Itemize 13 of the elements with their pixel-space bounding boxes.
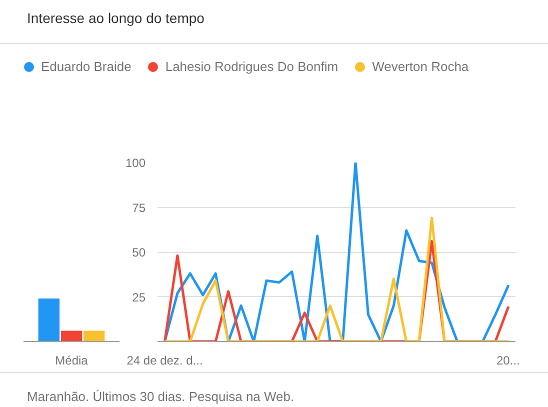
x-tick-label: 24 de dez. d...	[126, 354, 203, 368]
y-tick-label: 25	[132, 290, 146, 304]
line-series	[164, 216, 510, 342]
legend-label: Eduardo Braide	[40, 58, 132, 76]
legend-label: Weverton Rocha	[371, 58, 469, 76]
y-tick-label: 100	[125, 156, 146, 170]
chart-title: Interesse ao longo do tempo	[0, 0, 548, 44]
y-tick-label: 50	[132, 246, 146, 260]
y-tick-label: 75	[132, 200, 146, 215]
x-tick-label: Média	[55, 354, 88, 368]
legend-label: Lahesio Rodrigues Do Bonfim	[164, 58, 338, 76]
text: Maranhão. Últimos 30 dias. Pesquisa na Web.	[0, 372, 548, 407]
x-tick-label: 20...	[496, 354, 520, 368]
